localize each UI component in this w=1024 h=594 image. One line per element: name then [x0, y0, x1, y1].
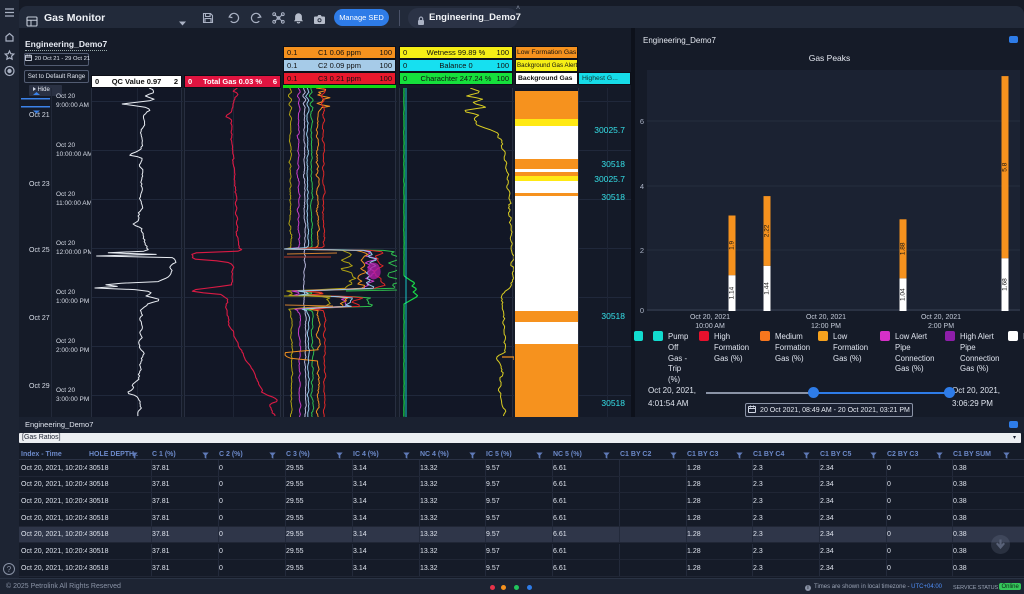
svg-text:1.14: 1.14: [729, 286, 736, 299]
svg-text:1.88: 1.88: [900, 242, 907, 255]
svg-text:1.44: 1.44: [764, 282, 771, 295]
svg-text:1.68: 1.68: [1002, 278, 1009, 291]
svg-text:1.04: 1.04: [900, 288, 907, 301]
svg-text:5.8: 5.8: [1002, 162, 1009, 171]
svg-text:2.22: 2.22: [764, 224, 771, 237]
svg-text:?: ?: [7, 565, 12, 574]
svg-text:1.9: 1.9: [729, 241, 736, 250]
